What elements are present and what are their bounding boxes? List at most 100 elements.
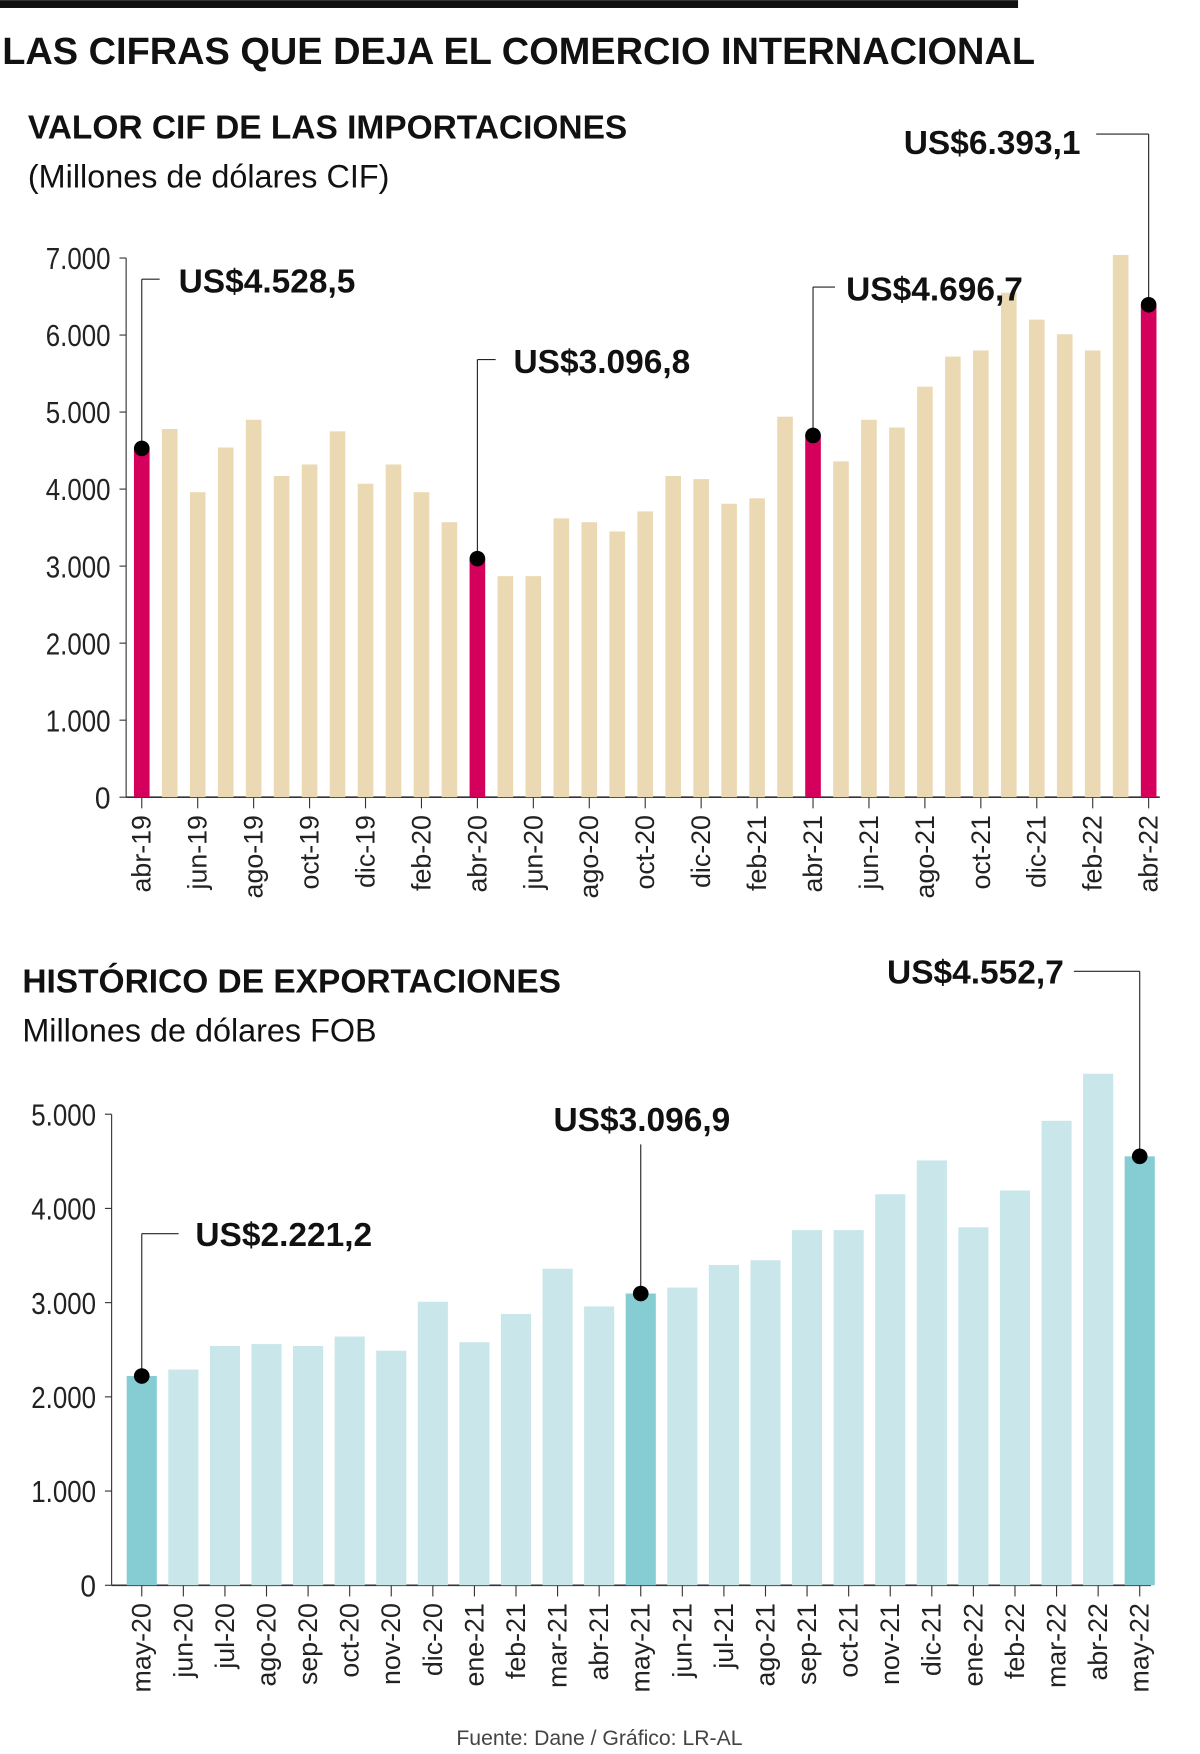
exports-x-tick-label: feb-22 [1000, 1603, 1030, 1679]
exports-bar-mar-21 [542, 1268, 573, 1586]
imports-bar-oct-19 [301, 464, 318, 798]
imports-x-tick-label: jun-19 [183, 815, 213, 890]
imports-data-label: US$3.096,8 [513, 344, 690, 381]
imports-bar-nov-19 [329, 431, 346, 798]
exports-y-tick-label: 3.000 [31, 1288, 96, 1321]
exports-data-label: US$2.221,2 [195, 1217, 372, 1254]
imports-bar-oct-21 [973, 350, 989, 798]
imports-bar-jun-20 [525, 576, 542, 798]
exports-bar-mar-22 [1041, 1120, 1072, 1586]
exports-y-tick-label: 0 [80, 1570, 96, 1603]
exports-x-tick-label: oct-20 [335, 1603, 365, 1677]
imports-x-tick-label: ago-20 [574, 815, 604, 898]
imports-x-tick-label: feb-22 [1078, 815, 1108, 891]
imports-bar-feb-21 [749, 498, 765, 798]
exports-bar-may-21 [625, 1293, 656, 1586]
exports-x-tick-label: sep-20 [293, 1603, 323, 1685]
imports-x-tick-label: jun-21 [854, 815, 884, 890]
exports-y-tick-label: 2.000 [31, 1382, 96, 1415]
imports-y-tick-label: 4.000 [46, 474, 111, 507]
imports-x-tick-label: feb-20 [406, 815, 436, 891]
exports-x-tick-label: jun-21 [667, 1603, 697, 1678]
imports-x-tick-label: ago-21 [910, 815, 940, 898]
imports-data-label: US$4.528,5 [179, 264, 356, 301]
imports-bar-sep-19 [273, 475, 290, 798]
top-rule [0, 0, 1019, 8]
imports-bar-oct-20 [637, 511, 654, 798]
exports-y-tick-label: 5.000 [31, 1099, 96, 1132]
imports-x-tick-label: jun-20 [518, 815, 548, 890]
imports-bar-feb-20 [413, 492, 430, 798]
exports-bar-oct-20 [334, 1336, 365, 1586]
imports-y-tick-label: 2.000 [46, 628, 111, 661]
exports-bar-abr-22 [1083, 1073, 1114, 1586]
imports-y-tick-label: 6.000 [46, 320, 111, 353]
imports-bar-jul-20 [553, 518, 570, 798]
imports-chart: 0 1.000 2.000 3.000 4.000 5.000 6.000 7.000 abr-… [46, 125, 1164, 898]
exports-bar-ene-21 [459, 1342, 490, 1586]
exports-x-tick-label: jun-20 [168, 1603, 198, 1678]
imports-bar-feb-22 [1084, 350, 1101, 798]
exports-bar-dic-20 [417, 1301, 448, 1586]
exports-bar-sep-20 [293, 1345, 324, 1586]
imports-bar-abr-21 [805, 435, 821, 798]
imports-bar-ago-20 [581, 522, 598, 798]
imports-bar-ene-22 [1056, 334, 1073, 798]
imports-x-tick-label: ago-19 [239, 815, 269, 898]
imports-bar-may-19 [161, 429, 178, 798]
imports-y-tick-label: 3.000 [46, 551, 111, 584]
exports-title: HISTÓRICO DE EXPORTACIONES [22, 963, 561, 1001]
exports-data-label: US$4.552,7 [887, 955, 1064, 992]
imports-x-tick-label: feb-21 [742, 815, 772, 891]
exports-bar-oct-21 [833, 1230, 864, 1586]
imports-subtitle: (Millones de dólares CIF) [28, 159, 389, 195]
imports-bar-nov-20 [665, 475, 681, 798]
exports-y-tick-label: 1.000 [31, 1476, 96, 1509]
imports-x-tick-label: dic-19 [350, 815, 380, 888]
imports-bar-sep-21 [945, 356, 961, 798]
imports-y-tick-label: 7.000 [46, 243, 111, 276]
exports-x-tick-label: abr-22 [1083, 1603, 1113, 1680]
exports-bar-jul-21 [708, 1264, 739, 1586]
exports-x-tick-label: sep-21 [792, 1603, 822, 1685]
imports-bar-jul-21 [889, 427, 905, 798]
exports-bar-ago-21 [750, 1260, 781, 1586]
exports-y-tick-label: 4.000 [31, 1194, 96, 1227]
exports-bar-may-20 [126, 1376, 157, 1586]
imports-bar-abr-22 [1140, 304, 1157, 798]
exports-x-tick-label: dic-20 [418, 1603, 448, 1676]
exports-bar-feb-21 [500, 1313, 532, 1586]
imports-x-tick-label: abr-20 [462, 815, 492, 892]
imports-bar-ene-21 [721, 503, 737, 798]
imports-bar-jun-21 [861, 419, 877, 798]
imports-bar-ago-19 [245, 419, 262, 798]
exports-highlight-dot [133, 1368, 150, 1384]
exports-x-tick-label: abr-21 [584, 1603, 614, 1680]
exports-bar-jun-20 [168, 1369, 199, 1586]
exports-x-tick-label: jul-20 [210, 1603, 240, 1670]
exports-x-tick-label: nov-21 [875, 1603, 905, 1685]
exports-bar-abr-21 [584, 1306, 615, 1586]
imports-bar-jul-19 [217, 447, 234, 798]
exports-x-tick-label: mar-21 [543, 1603, 573, 1688]
imports-bar-dic-21 [1028, 319, 1045, 798]
exports-bar-dic-21 [916, 1160, 947, 1586]
imports-x-tick-label: abr-21 [798, 815, 828, 892]
imports-x-tick-label: oct-21 [966, 815, 996, 889]
imports-highlight-dot [805, 427, 821, 444]
imports-data-label: US$6.393,1 [904, 125, 1081, 162]
exports-x-tick-label: oct-21 [834, 1603, 864, 1677]
imports-bar-mar-22 [1112, 254, 1129, 798]
exports-x-tick-label: feb-21 [501, 1603, 531, 1679]
exports-bar-may-22 [1124, 1156, 1155, 1586]
exports-highlight-dot [632, 1285, 649, 1302]
imports-bar-ago-21 [917, 386, 933, 798]
exports-bar-jul-20 [209, 1345, 240, 1586]
imports-bar-abr-20 [469, 558, 486, 798]
exports-bar-nov-20 [376, 1350, 407, 1586]
exports-x-tick-label: jul-21 [709, 1603, 739, 1670]
exports-x-tick-label: dic-21 [917, 1603, 947, 1676]
exports-x-tick-label: may-20 [127, 1603, 157, 1692]
exports-highlight-dot [1131, 1148, 1148, 1165]
imports-x-tick-label: oct-19 [295, 815, 325, 889]
